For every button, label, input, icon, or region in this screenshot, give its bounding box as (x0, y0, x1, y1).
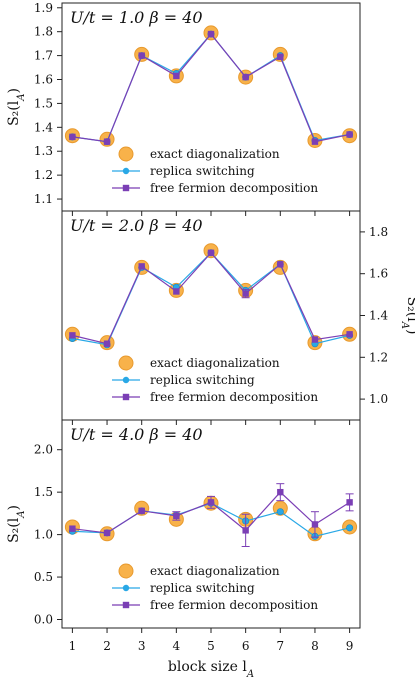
rs-point (346, 525, 352, 531)
ff-point (312, 521, 318, 527)
x-tick-label: 4 (173, 639, 181, 653)
y-tick-label: 2.0 (34, 443, 53, 457)
ff-point (208, 499, 214, 505)
ff-point (69, 134, 75, 140)
ff-point (208, 31, 214, 37)
ff-point (173, 73, 179, 79)
legend-ff-label: free fermion decomposition (150, 390, 318, 404)
y-tick-label: 1.8 (34, 25, 53, 39)
y-tick-label: 1.2 (34, 168, 53, 182)
legend-ff-label: free fermion decomposition (150, 181, 318, 195)
legend-rs-label: replica switching (150, 373, 255, 387)
ff-point (242, 74, 248, 80)
y-tick-label: 1.6 (369, 267, 388, 281)
legend-rs-label: replica switching (150, 581, 255, 595)
legend-rs-label: replica switching (150, 164, 255, 178)
ff-point (104, 341, 110, 347)
x-tick-label: 3 (138, 639, 146, 653)
y-tick-label: 1.7 (34, 49, 53, 63)
y-tick-label: 1.0 (34, 528, 53, 542)
rs-line (72, 253, 349, 345)
y-tick-label: 0.5 (34, 570, 53, 584)
ff-point (346, 331, 352, 337)
y-tick-label: 1.1 (34, 192, 53, 206)
legend-ff-label: free fermion decomposition (150, 598, 318, 612)
y-tick-label: 1.0 (369, 392, 388, 406)
y-tick-label: 1.4 (34, 120, 53, 134)
y-axis-title: S₂(lA) (6, 505, 27, 543)
ff-point (312, 336, 318, 342)
y-tick-label: 1.4 (369, 309, 388, 323)
x-tick-label: 9 (346, 639, 354, 653)
ff-point (277, 489, 283, 495)
panel-frame (62, 211, 360, 420)
y-axis-title: S₂(lA) (6, 88, 27, 126)
legend-ff-marker (123, 185, 129, 191)
y-tick-label: 1.9 (34, 1, 53, 15)
legend-ed-label: exact diagonalization (150, 147, 280, 161)
ff-point (346, 499, 352, 505)
panel-label: U/t = 2.0 β = 40 (70, 216, 203, 235)
y-tick-label: 1.5 (34, 96, 53, 110)
ff-point (104, 530, 110, 536)
x-axis-title: block size lA (168, 659, 254, 677)
legend-ed-marker (119, 564, 133, 578)
ff-point (138, 508, 144, 514)
ff-line (72, 34, 349, 142)
ff-point (173, 513, 179, 519)
legend-ed-marker (119, 147, 133, 161)
panel-label: U/t = 1.0 β = 40 (70, 8, 203, 27)
ff-point (242, 290, 248, 296)
ff-point (173, 288, 179, 294)
ff-point (277, 261, 283, 267)
legend-ed-marker (119, 356, 133, 370)
x-tick-label: 7 (276, 639, 284, 653)
ff-point (138, 263, 144, 269)
y-tick-label: 1.8 (369, 225, 388, 239)
x-tick-label: 1 (69, 639, 77, 653)
ff-point (242, 527, 248, 533)
ff-point (104, 138, 110, 144)
legend-ff-marker (123, 602, 129, 608)
ff-point (208, 250, 214, 256)
y-tick-label: 0.0 (34, 613, 53, 627)
y-tick-label: 1.5 (34, 485, 53, 499)
x-tick-label: 2 (103, 639, 111, 653)
legend-rs-marker (123, 585, 129, 591)
ff-point (346, 131, 352, 137)
legend-rs-marker (123, 168, 129, 174)
legend-ed-label: exact diagonalization (150, 564, 280, 578)
y-tick-label: 1.2 (369, 350, 388, 364)
ff-point (312, 138, 318, 144)
y-tick-label: 1.6 (34, 73, 53, 87)
ff-point (138, 52, 144, 58)
x-tick-label: 5 (207, 639, 215, 653)
legend-rs-marker (123, 377, 129, 383)
x-tick-label: 8 (311, 639, 319, 653)
y-axis-title: S₂(lA) (400, 297, 415, 335)
ff-point (69, 525, 75, 531)
panel-label: U/t = 4.0 β = 40 (70, 425, 203, 444)
legend-ed-label: exact diagonalization (150, 356, 280, 370)
y-tick-label: 1.3 (34, 144, 53, 158)
ff-point (277, 54, 283, 60)
legend-ff-marker (123, 394, 129, 400)
rs-point (277, 508, 283, 514)
ff-point (69, 332, 75, 338)
x-tick-label: 6 (242, 639, 250, 653)
